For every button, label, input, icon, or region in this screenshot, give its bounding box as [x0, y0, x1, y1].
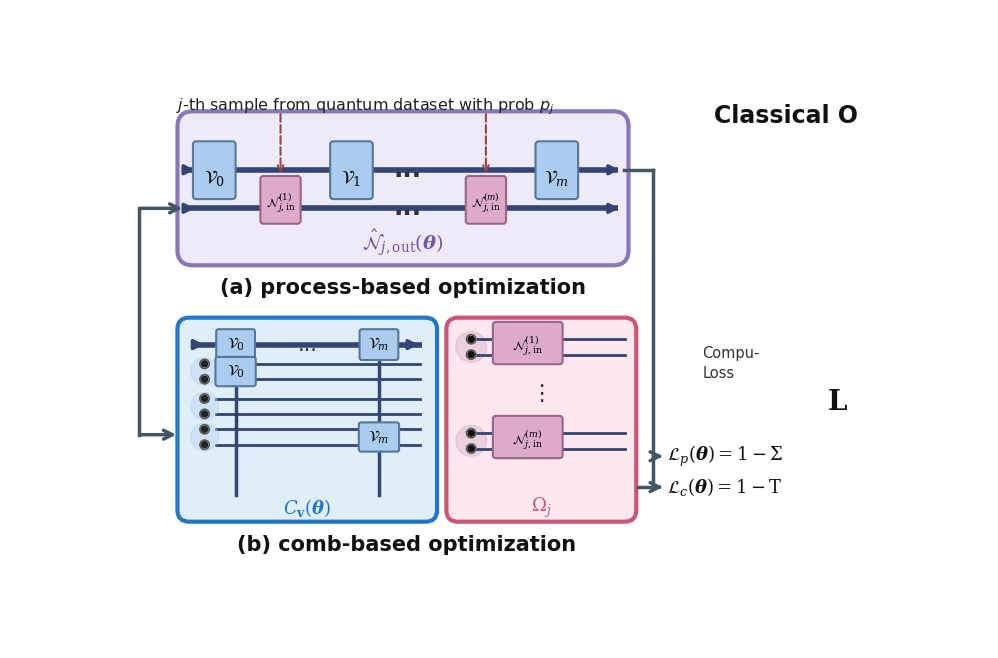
FancyBboxPatch shape [359, 422, 399, 451]
Circle shape [200, 359, 210, 368]
Text: Classical O: Classical O [714, 104, 857, 128]
FancyBboxPatch shape [466, 176, 506, 224]
Text: $\mathbf{L}$: $\mathbf{L}$ [827, 388, 848, 417]
Text: Compu-
Loss: Compu- Loss [703, 347, 759, 381]
FancyBboxPatch shape [493, 322, 563, 365]
Text: $\Omega_j$: $\Omega_j$ [531, 495, 552, 520]
FancyBboxPatch shape [217, 329, 254, 360]
FancyBboxPatch shape [260, 176, 300, 224]
Text: $j$-th sample from quantum dataset with prob $p_j$: $j$-th sample from quantum dataset with … [176, 96, 554, 116]
Circle shape [191, 358, 219, 386]
Text: $\mathcal{V}_m$: $\mathcal{V}_m$ [368, 336, 389, 353]
Circle shape [466, 350, 476, 359]
Circle shape [202, 376, 208, 382]
Text: $\mathcal{V}_0$: $\mathcal{V}_0$ [204, 168, 225, 188]
FancyBboxPatch shape [330, 141, 372, 199]
Circle shape [191, 392, 219, 420]
Text: $\mathcal{N}_{j,\mathrm{in}}^{(1)}$: $\mathcal{N}_{j,\mathrm{in}}^{(1)}$ [265, 191, 295, 215]
Text: ...: ... [393, 158, 422, 182]
FancyBboxPatch shape [178, 111, 629, 265]
Circle shape [191, 423, 219, 451]
Text: $\mathcal{V}_1$: $\mathcal{V}_1$ [341, 168, 361, 188]
Circle shape [466, 335, 476, 344]
Circle shape [456, 332, 487, 363]
FancyBboxPatch shape [216, 357, 255, 386]
Circle shape [466, 428, 476, 438]
Text: $\mathcal{N}_{j,\mathrm{in}}^{(m)}$: $\mathcal{N}_{j,\mathrm{in}}^{(m)}$ [512, 428, 543, 452]
FancyBboxPatch shape [446, 318, 637, 522]
Text: (b) comb-based optimization: (b) comb-based optimization [238, 535, 577, 555]
Text: (a) process-based optimization: (a) process-based optimization [220, 278, 586, 298]
Text: $C_{\mathbf{v}}(\boldsymbol{\theta})$: $C_{\mathbf{v}}(\boldsymbol{\theta})$ [283, 497, 331, 519]
Circle shape [200, 409, 210, 418]
Text: $\mathcal{L}_c(\boldsymbol{\theta}) = 1 - \mathrm{T}$: $\mathcal{L}_c(\boldsymbol{\theta}) = 1 … [668, 476, 782, 498]
Text: ...: ... [297, 335, 317, 355]
Circle shape [200, 394, 210, 403]
FancyBboxPatch shape [193, 141, 236, 199]
Text: $\mathcal{V}_0$: $\mathcal{V}_0$ [227, 363, 245, 380]
Text: $\mathcal{V}_0$: $\mathcal{V}_0$ [227, 336, 245, 353]
Text: ⋮: ⋮ [226, 412, 246, 431]
Circle shape [200, 374, 210, 384]
Circle shape [468, 445, 474, 451]
FancyBboxPatch shape [493, 416, 563, 458]
Circle shape [456, 426, 487, 456]
Text: $\mathcal{V}_m$: $\mathcal{V}_m$ [368, 428, 389, 445]
Circle shape [468, 430, 474, 436]
Text: $\mathcal{N}_{j,\mathrm{in}}^{(1)}$: $\mathcal{N}_{j,\mathrm{in}}^{(1)}$ [512, 334, 543, 358]
Text: $\hat{\mathcal{N}}_{j,\mathrm{out}}(\boldsymbol{\theta})$: $\hat{\mathcal{N}}_{j,\mathrm{out}}(\bol… [362, 228, 444, 259]
Text: ...: ... [393, 196, 422, 220]
Circle shape [468, 336, 474, 342]
Text: $\mathcal{V}_m$: $\mathcal{V}_m$ [545, 168, 569, 188]
Circle shape [202, 426, 208, 432]
FancyBboxPatch shape [178, 318, 437, 522]
Circle shape [200, 440, 210, 449]
FancyBboxPatch shape [536, 141, 578, 199]
Text: ⋮: ⋮ [530, 384, 553, 404]
Circle shape [202, 411, 208, 417]
Circle shape [200, 424, 210, 434]
Text: $\mathcal{L}_p(\boldsymbol{\theta}) = 1 - \Sigma$: $\mathcal{L}_p(\boldsymbol{\theta}) = 1 … [668, 443, 783, 469]
Circle shape [202, 361, 208, 367]
Circle shape [468, 351, 474, 358]
Circle shape [466, 444, 476, 453]
FancyBboxPatch shape [359, 329, 398, 360]
Circle shape [202, 395, 208, 401]
Text: $\mathcal{N}_{j,\mathrm{in}}^{(m)}$: $\mathcal{N}_{j,\mathrm{in}}^{(m)}$ [471, 191, 501, 215]
Circle shape [202, 442, 208, 448]
